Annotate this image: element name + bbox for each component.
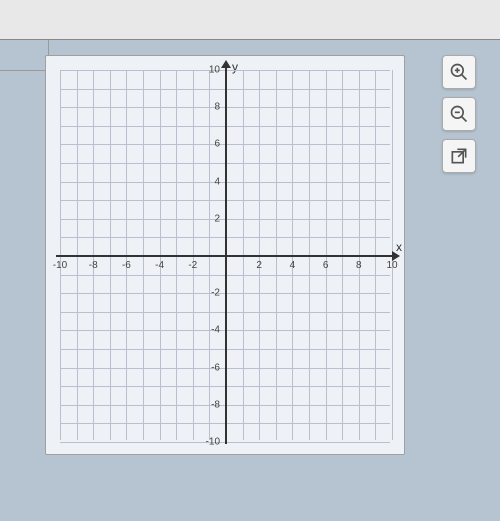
x-tick-label: -4	[155, 260, 164, 271]
header-bar	[0, 0, 500, 40]
open-new-window-button[interactable]	[442, 139, 476, 173]
tool-panel	[442, 55, 478, 173]
panel-divider-h	[0, 70, 48, 71]
x-tick-label: 10	[386, 260, 397, 271]
x-tick-label: 4	[290, 260, 296, 271]
y-tick-label: 6	[214, 139, 220, 150]
x-tick-label: -6	[122, 260, 131, 271]
x-tick-label: 8	[356, 260, 362, 271]
y-tick-label: 2	[214, 213, 220, 224]
graph-area: y x -10-8-6-4-2246810-10-8-6-4-2246810	[46, 56, 404, 454]
x-tick-label: 2	[256, 260, 262, 271]
y-tick-label: -6	[211, 362, 220, 373]
y-tick-label: -4	[211, 325, 220, 336]
y-tick-label: 8	[214, 102, 220, 113]
x-tick-label: -2	[188, 260, 197, 271]
x-axis	[56, 255, 398, 257]
coordinate-plane[interactable]: y x -10-8-6-4-2246810-10-8-6-4-2246810	[45, 55, 405, 455]
x-tick-label: -8	[89, 260, 98, 271]
zoom-out-icon	[449, 104, 469, 124]
y-tick-label: 4	[214, 176, 220, 187]
y-tick-label: -2	[211, 288, 220, 299]
y-tick-label: -10	[206, 437, 220, 448]
y-axis	[225, 62, 227, 444]
y-axis-label: y	[232, 60, 238, 74]
y-tick-label: -8	[211, 399, 220, 410]
zoom-in-icon	[449, 62, 469, 82]
zoom-out-button[interactable]	[442, 97, 476, 131]
open-new-icon	[449, 146, 469, 166]
x-tick-label: -10	[53, 260, 67, 271]
zoom-in-button[interactable]	[442, 55, 476, 89]
y-tick-label: 10	[209, 65, 220, 76]
x-tick-label: 6	[323, 260, 329, 271]
